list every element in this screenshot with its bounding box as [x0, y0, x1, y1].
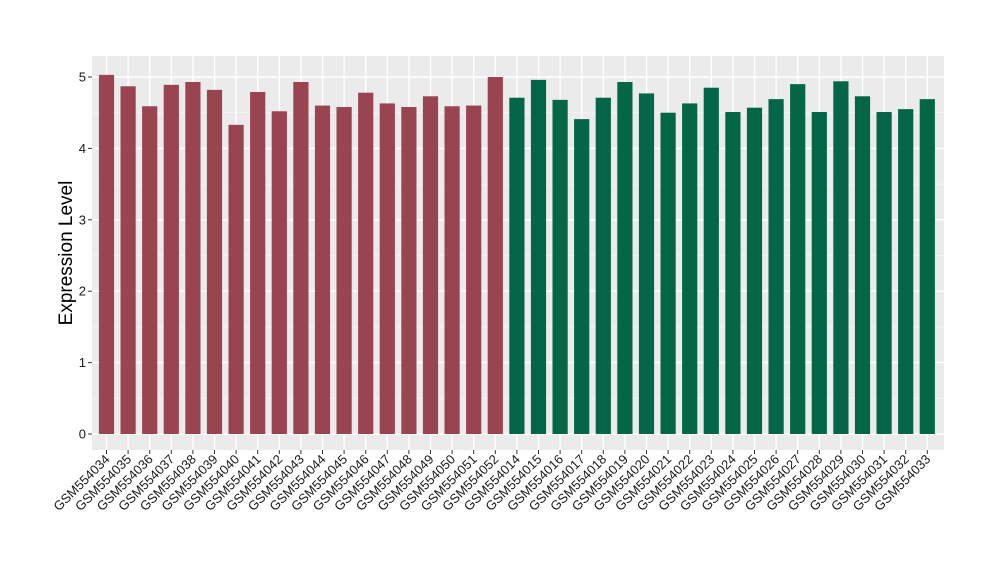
y-axis: 0 1 2 3 4 5	[79, 70, 92, 442]
x-axis: GSM554034GSM554035GSM554036GSM554037GSM5…	[50, 450, 933, 514]
bar-GSM554039	[206, 89, 223, 434]
bar-GSM554021	[660, 112, 676, 434]
bar-GSM554023	[703, 87, 719, 435]
bars	[98, 74, 935, 435]
bar-GSM554029	[833, 81, 849, 434]
bar-GSM554025	[746, 107, 763, 434]
bar-GSM554026	[768, 99, 784, 434]
bar-GSM554041	[250, 91, 266, 435]
bar-GSM554020	[638, 93, 655, 435]
bar-GSM554031	[876, 111, 892, 435]
bar-GSM554051	[466, 105, 482, 434]
y-tick-label: 5	[79, 70, 86, 85]
bar-GSM554050	[444, 106, 460, 435]
bar-GSM554032	[898, 109, 914, 434]
bar-GSM554042	[271, 111, 287, 435]
bar-GSM554040	[228, 124, 244, 434]
bar-GSM554048	[401, 106, 417, 435]
bar-GSM554044	[314, 105, 331, 434]
y-tick-label: 1	[79, 355, 86, 370]
bar-GSM554037	[163, 84, 179, 434]
bar-GSM554014	[509, 97, 525, 435]
bar-GSM554036	[142, 106, 158, 435]
bar-GSM554015	[530, 79, 547, 435]
bar-GSM554027	[790, 84, 806, 434]
bar-GSM554034	[98, 74, 115, 435]
bar-GSM554038	[185, 82, 201, 434]
bar-GSM554016	[552, 99, 568, 434]
bar-GSM554022	[682, 103, 698, 435]
bar-GSM554045	[336, 106, 352, 435]
bar-GSM554028	[811, 111, 827, 435]
bar-GSM554046	[358, 92, 374, 435]
y-tick-label: 4	[79, 141, 86, 156]
bar-GSM554019	[617, 82, 633, 434]
y-tick-label: 2	[79, 284, 86, 299]
bar-GSM554030	[854, 96, 871, 434]
y-tick-label: 0	[79, 427, 86, 442]
bar-GSM554047	[379, 103, 395, 435]
bar-GSM554035	[120, 86, 136, 434]
y-axis-title: Expression Level	[56, 181, 77, 326]
y-tick-label: 3	[79, 212, 86, 227]
bar-GSM554018	[595, 97, 611, 435]
bar-GSM554049	[422, 96, 439, 434]
bar-GSM554052	[487, 77, 503, 434]
bar-GSM554017	[574, 119, 590, 434]
bar-GSM554043	[293, 82, 309, 434]
bar-GSM554024	[725, 111, 741, 435]
bar-GSM554033	[919, 99, 935, 434]
